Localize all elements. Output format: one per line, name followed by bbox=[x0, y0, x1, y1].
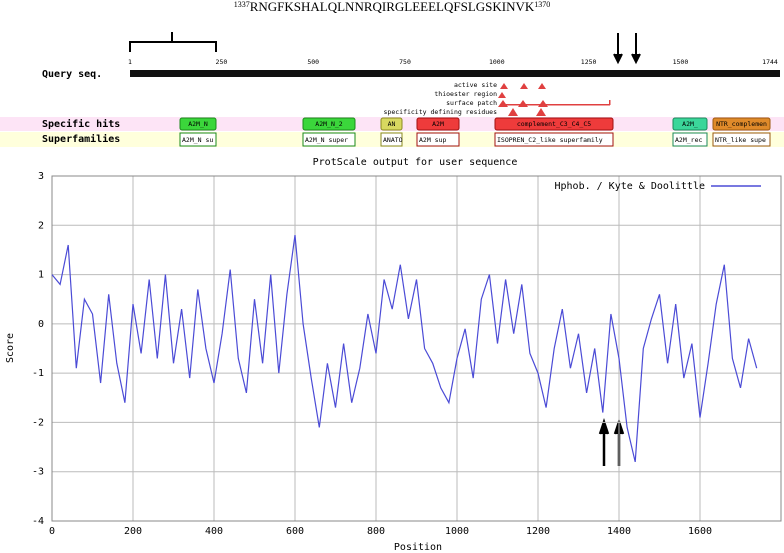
query-tick-label: 1000 bbox=[489, 58, 505, 66]
y-tick-label: -1 bbox=[32, 368, 44, 379]
plot-frame bbox=[51, 175, 782, 522]
sequence-end: 1370 bbox=[534, 0, 550, 9]
chart-title: ProtScale output for user sequence bbox=[313, 157, 518, 168]
superfamily bbox=[416, 132, 460, 147]
super-label: Superfamilies bbox=[42, 133, 120, 145]
specific-hit-label: complement_C3_C4_C5 bbox=[517, 120, 591, 128]
superfamily-label: A2M_N super bbox=[305, 136, 348, 144]
x-tick-label: 1400 bbox=[607, 526, 631, 537]
query-tick-label: 1 bbox=[128, 58, 132, 66]
superfamily-label: A2M sup bbox=[419, 136, 446, 144]
specific-hit bbox=[179, 117, 217, 131]
query-bar bbox=[130, 70, 780, 77]
y-tick-label: 3 bbox=[38, 171, 44, 182]
superfamily bbox=[302, 132, 356, 147]
query-tick-label: 1744 bbox=[762, 58, 778, 66]
feature-label: thioester region bbox=[434, 90, 497, 98]
query-tick-label: 1500 bbox=[673, 58, 689, 66]
superfamily bbox=[494, 132, 614, 147]
query-tick-label: 1250 bbox=[581, 58, 597, 66]
specific-hit bbox=[494, 117, 614, 131]
arrows-plot bbox=[598, 418, 625, 466]
superfamily-label: NTR_like supe bbox=[715, 136, 766, 144]
y-tick-label: 2 bbox=[38, 220, 44, 231]
sequence-start: 1337 bbox=[234, 0, 250, 9]
superfamily bbox=[712, 132, 771, 147]
x-tick-label: 200 bbox=[124, 526, 142, 537]
specific-hit bbox=[302, 117, 356, 131]
x-tick-label: 1000 bbox=[445, 526, 469, 537]
specific-hit-label: NTR_complemen bbox=[716, 120, 767, 128]
specific-hit bbox=[416, 117, 460, 131]
specific-hit-label: A2M bbox=[432, 120, 444, 128]
superfamily-label: ANATO bbox=[383, 136, 403, 144]
superfamily-label: ISOPREN_C2_like superfamily bbox=[497, 136, 603, 144]
feature-label: specificity defining residues bbox=[384, 108, 498, 116]
sequence: RNGFKSHALQLNNRQIRGLEEELQFSLGSKINVK bbox=[250, 0, 535, 14]
x-tick-label: 800 bbox=[367, 526, 385, 537]
specific-hit-label: A2M_N bbox=[188, 120, 208, 128]
superfamily-label: A2M_N su bbox=[182, 136, 213, 144]
y-axis-label: Score bbox=[5, 333, 16, 363]
superfamily bbox=[380, 132, 403, 147]
specific-hit-label: A2M_N_2 bbox=[315, 120, 342, 128]
x-tick-label: 400 bbox=[205, 526, 223, 537]
x-tick-label: 1600 bbox=[688, 526, 712, 537]
superfamily-label: A2M_rec bbox=[675, 136, 702, 144]
x-tick-label: 1200 bbox=[526, 526, 550, 537]
y-tick-label: -2 bbox=[32, 417, 44, 428]
feature-label: surface patch bbox=[446, 99, 497, 107]
superfamily bbox=[179, 132, 217, 147]
feature-marks bbox=[498, 83, 611, 116]
query-label: Query seq. bbox=[42, 69, 102, 80]
specific-hit bbox=[380, 117, 403, 131]
specific-label: Specific hits bbox=[42, 118, 120, 130]
y-tick-label: 0 bbox=[38, 319, 44, 330]
specific-hit bbox=[672, 117, 708, 131]
specific-hit bbox=[712, 117, 771, 131]
x-axis-label: Position bbox=[394, 542, 442, 553]
y-tick-label: -4 bbox=[32, 516, 44, 527]
x-tick-label: 0 bbox=[49, 526, 55, 537]
data-line bbox=[51, 235, 758, 463]
x-tick-label: 600 bbox=[286, 526, 304, 537]
feature-label: active site bbox=[454, 81, 497, 89]
query-tick-label: 750 bbox=[399, 58, 411, 66]
y-tick-label: -3 bbox=[32, 467, 44, 478]
specific-hit-label: AN bbox=[388, 120, 396, 128]
legend-label: Hphob. / Kyte & Doolittle bbox=[554, 181, 705, 192]
arrows-top bbox=[613, 33, 641, 65]
specific-hit-label: A2M_ bbox=[682, 120, 698, 128]
superfamily bbox=[672, 132, 708, 147]
query-tick-label: 500 bbox=[307, 58, 319, 66]
sequence-header: 1337RNGFKSHALQLNNRQIRGLEEELQFSLGSKINVK13… bbox=[234, 0, 551, 14]
y-tick-label: 1 bbox=[38, 270, 44, 281]
query-tick-label: 250 bbox=[216, 58, 228, 66]
bracket bbox=[129, 32, 217, 52]
